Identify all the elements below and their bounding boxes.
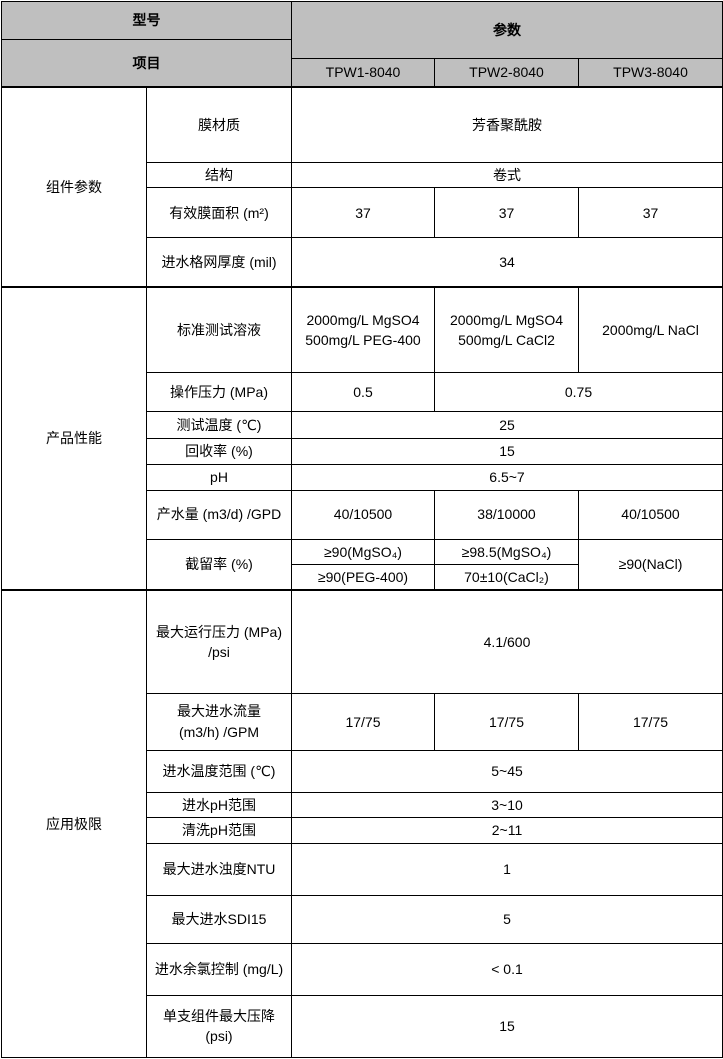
cell-test-temperature: 25 [290,411,723,440]
row-label-rejection: 截留率 (%) [146,538,292,591]
header-col-tpw1: TPW1-8040 [291,58,435,87]
section-label-product-performance: 产品性能 [1,285,147,591]
cell-rejection-mgso4-2: ≥98.5(MgSO₄) [434,538,579,565]
cell-test-solution-1: 2000mg/L MgSO4 500mg/L PEG-400 [291,285,435,374]
row-label-feed-ph-range: 进水pH范围 [146,791,292,818]
cell-membrane-material: 芳香聚酰胺 [290,85,723,163]
header-model: 型号 [1,1,292,40]
row-label-spacer-thickness: 进水格网厚度 (mil) [146,237,292,288]
cell-feed-ph-range: 3~10 [290,791,723,818]
row-label-effective-area: 有效膜面积 (m²) [146,187,292,239]
cell-recovery-rate: 15 [290,438,723,465]
cell-rejection-nacl: ≥90(NaCl) [577,538,723,591]
cell-chlorine-control: < 0.1 [290,942,723,996]
section-label-module-params: 组件参数 [1,85,147,288]
cell-permeate-flow-3: 40/10500 [577,489,723,540]
cell-max-sdi: 5 [290,894,723,944]
cell-max-feed-flow-2: 17/75 [434,692,579,751]
cell-rejection-mgso4-1: ≥90(MgSO₄) [291,538,435,565]
cell-operating-pressure-1: 0.5 [291,372,435,413]
cell-rejection-peg: ≥90(PEG-400) [291,563,435,591]
cell-max-operating-pressure: 4.1/600 [290,589,723,694]
cell-spacer-thickness: 34 [290,237,723,288]
row-label-recovery-rate: 回收率 (%) [146,438,292,465]
cell-permeate-flow-1: 40/10500 [291,489,435,540]
cell-test-solution-2: 2000mg/L MgSO4 500mg/L CaCl2 [434,285,579,374]
row-label-operating-pressure: 操作压力 (MPa) [146,372,292,413]
row-label-ph: pH [146,463,292,491]
cell-test-solution-3: 2000mg/L NaCl [577,285,723,374]
cell-effective-area-1: 37 [291,187,435,239]
row-label-test-solution: 标准测试溶液 [146,285,292,374]
row-label-chlorine-control: 进水余氯控制 (mg/L) [146,942,292,996]
cell-permeate-flow-2: 38/10000 [434,489,579,540]
row-label-max-feed-flow: 最大进水流量 (m3/h) /GPM [146,692,292,751]
header-item: 项目 [1,39,292,87]
cell-cleaning-ph-range: 2~11 [290,816,723,844]
row-label-test-temperature: 测试温度 (℃) [146,411,292,440]
row-label-cleaning-ph-range: 清洗pH范围 [146,816,292,844]
cell-effective-area-2: 37 [434,187,579,239]
row-label-permeate-flow: 产水量 (m3/d) /GPD [146,489,292,540]
cell-max-pressure-drop: 15 [290,994,723,1058]
row-label-feed-temp-range: 进水温度范围 (℃) [146,749,292,793]
row-label-structure: 结构 [146,161,292,189]
header-params: 参数 [290,1,723,59]
cell-effective-area-3: 37 [577,187,723,239]
header-col-tpw3: TPW3-8040 [577,58,723,87]
row-label-max-sdi: 最大进水SDI15 [146,894,292,944]
cell-max-feed-flow-1: 17/75 [291,692,435,751]
cell-operating-pressure-23: 0.75 [433,372,723,413]
row-label-membrane-material: 膜材质 [146,85,292,163]
header-col-tpw2: TPW2-8040 [434,58,579,87]
row-label-max-turbidity: 最大进水浊度NTU [146,842,292,896]
row-label-max-operating-pressure: 最大运行压力 (MPa) /psi [146,589,292,694]
cell-feed-temp-range: 5~45 [290,749,723,793]
cell-ph: 6.5~7 [290,463,723,491]
cell-structure: 卷式 [290,161,723,189]
section-label-application-limits: 应用极限 [1,589,147,1058]
cell-max-turbidity: 1 [290,842,723,896]
cell-rejection-cacl2: 70±10(CaCl₂) [434,563,579,591]
cell-max-feed-flow-3: 17/75 [577,692,723,751]
row-label-max-pressure-drop: 单支组件最大压降 (psi) [146,994,292,1058]
